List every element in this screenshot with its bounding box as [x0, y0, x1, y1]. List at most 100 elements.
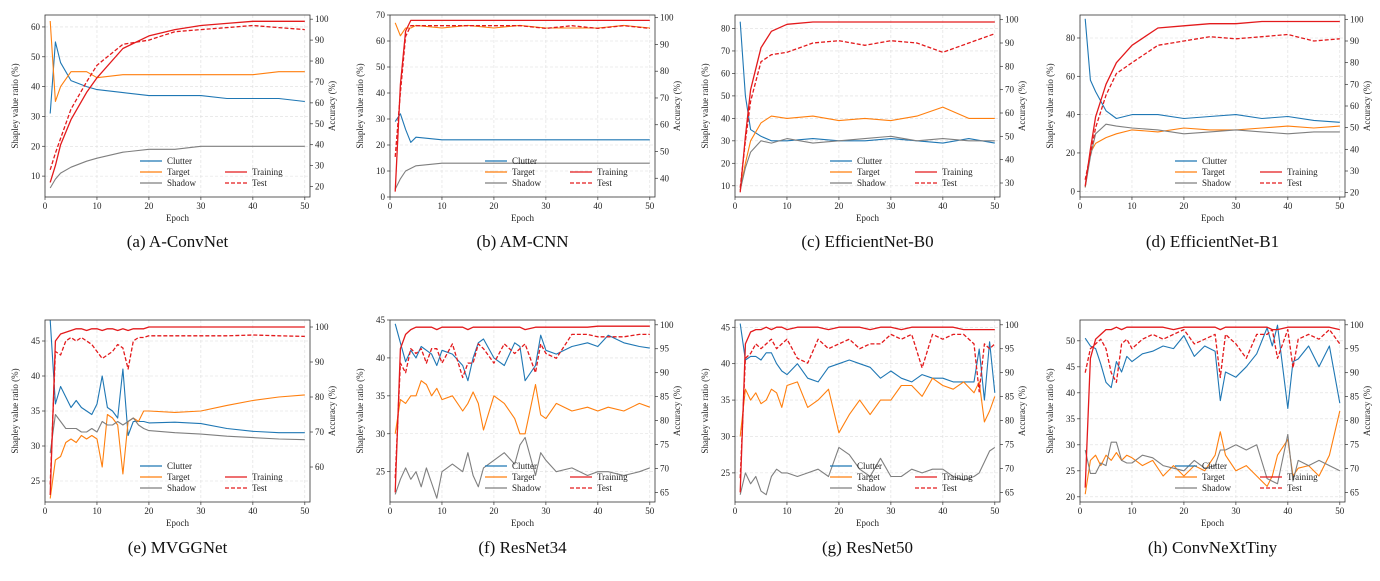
x-tick-label: 40: [248, 506, 258, 516]
y-right-tick-label: 40: [1350, 144, 1360, 154]
y-tick-label: 50: [31, 52, 41, 62]
y-tick-label: 70: [376, 10, 386, 20]
series-line-shadow: [49, 413, 305, 454]
x-tick-label: 30: [1231, 201, 1241, 211]
x-tick-label: 30: [196, 201, 206, 211]
series-line-clutter: [49, 319, 305, 437]
y-right-tick-label: 90: [1350, 368, 1360, 378]
series-line-test: [49, 334, 305, 485]
y-tick-label: 70: [721, 46, 731, 56]
legend-label: Test: [597, 483, 612, 493]
legend-label: Training: [252, 472, 283, 482]
y-right-tick-label: 40: [1005, 155, 1015, 165]
x-axis-label: Epoch: [166, 213, 189, 223]
series-line-shadow: [739, 446, 996, 496]
panel-caption: (f) ResNet34: [478, 538, 567, 557]
legend-label: Clutter: [857, 461, 882, 471]
y-tick-label: 35: [31, 406, 41, 416]
y-right-tick-label: 60: [315, 98, 325, 108]
y-tick-label: 50: [376, 62, 386, 72]
series-line-clutter: [394, 113, 650, 143]
y-tick-label: 45: [31, 336, 41, 346]
series-line-test: [739, 33, 996, 188]
y-right-axis-label: Accuracy (%): [672, 81, 682, 131]
y-right-tick-label: 60: [1005, 108, 1015, 118]
y-tick-label: 10: [721, 181, 731, 191]
panel-f: 0 10 20 30 40 50 25 30 35 40 45 65 70 75 80 85 90 95 100 Ep…: [355, 315, 682, 557]
y-right-tick-label: 75: [1350, 440, 1360, 450]
x-tick-label: 50: [300, 506, 310, 516]
series-line-training: [739, 326, 995, 493]
plot-frame: [44, 14, 311, 198]
series-line-training: [1084, 326, 1340, 488]
y-right-tick-label: 30: [315, 161, 325, 171]
x-tick-label: 20: [144, 506, 154, 516]
series-line-test: [1084, 33, 1340, 180]
y-axis-label: Shapley value ratio (%): [700, 368, 710, 453]
y-tick-label: 10: [31, 171, 41, 181]
x-tick-label: 10: [92, 506, 102, 516]
legend-label: Test: [597, 178, 612, 188]
x-tick-label: 30: [196, 506, 206, 516]
series-line-clutter: [394, 323, 650, 382]
y-right-tick-label: 100: [315, 14, 329, 24]
y-right-axis-label: Accuracy (%): [1362, 386, 1372, 436]
series-line-test: [1084, 328, 1341, 383]
y-right-tick-label: 70: [1350, 79, 1360, 89]
y-tick-label: 40: [721, 359, 731, 369]
x-tick-label: 10: [1127, 201, 1137, 211]
x-tick-label: 40: [938, 201, 948, 211]
y-tick-label: 80: [1066, 33, 1076, 43]
y-tick-label: 50: [1066, 336, 1076, 346]
legend-label: Target: [1202, 472, 1225, 482]
legend-label: Training: [942, 167, 973, 177]
x-tick-label: 0: [733, 201, 738, 211]
y-axis-label: Shapley value ratio (%): [700, 63, 710, 148]
series-line-shadow: [49, 145, 305, 189]
series-line-shadow: [394, 436, 650, 499]
panel-caption: (a) A-ConvNet: [127, 232, 229, 251]
x-axis-label: Epoch: [1201, 518, 1224, 528]
y-right-tick-label: 90: [1005, 38, 1015, 48]
series-line-training: [394, 325, 650, 493]
legend-label: Training: [597, 167, 628, 177]
legend-label: Clutter: [167, 156, 192, 166]
y-right-axis-label: Accuracy (%): [327, 386, 337, 436]
series-line-shadow: [394, 162, 650, 190]
plot-frame: [1079, 319, 1346, 503]
y-right-tick-label: 30: [1005, 178, 1015, 188]
series-line-training: [49, 326, 305, 496]
y-right-tick-label: 70: [660, 93, 670, 103]
x-tick-label: 0: [1078, 201, 1083, 211]
y-right-tick-label: 20: [315, 182, 325, 192]
y-right-tick-label: 85: [660, 392, 670, 402]
series-line-target: [394, 22, 650, 37]
x-tick-label: 40: [1283, 506, 1293, 516]
y-right-tick-label: 60: [660, 120, 670, 130]
legend-label: Target: [167, 472, 190, 482]
y-right-axis-label: Accuracy (%): [327, 81, 337, 131]
y-right-tick-label: 60: [1350, 101, 1360, 111]
x-tick-label: 20: [489, 201, 499, 211]
y-right-tick-label: 80: [1005, 416, 1015, 426]
x-tick-label: 0: [388, 201, 393, 211]
legend-label: Target: [512, 472, 535, 482]
plot-frame: [389, 14, 656, 198]
legend-label: Test: [942, 483, 957, 493]
y-right-tick-label: 80: [1350, 58, 1360, 68]
legend-label: Shadow: [1202, 483, 1232, 493]
y-tick-label: 25: [721, 468, 731, 478]
y-tick-label: 40: [31, 82, 41, 92]
y-axis-label: Shapley value ratio (%): [10, 63, 20, 148]
x-tick-label: 30: [886, 201, 896, 211]
x-tick-label: 40: [593, 201, 603, 211]
legend-label: Shadow: [512, 483, 542, 493]
y-right-tick-label: 90: [315, 35, 325, 45]
y-tick-label: 40: [376, 353, 386, 363]
y-tick-label: 40: [376, 88, 386, 98]
y-tick-label: 50: [721, 91, 731, 101]
y-right-tick-label: 75: [1005, 440, 1015, 450]
y-tick-label: 45: [1066, 362, 1076, 372]
panel-c: 0 10 20 30 40 5010203040506070803040506070809…: [700, 14, 1027, 251]
